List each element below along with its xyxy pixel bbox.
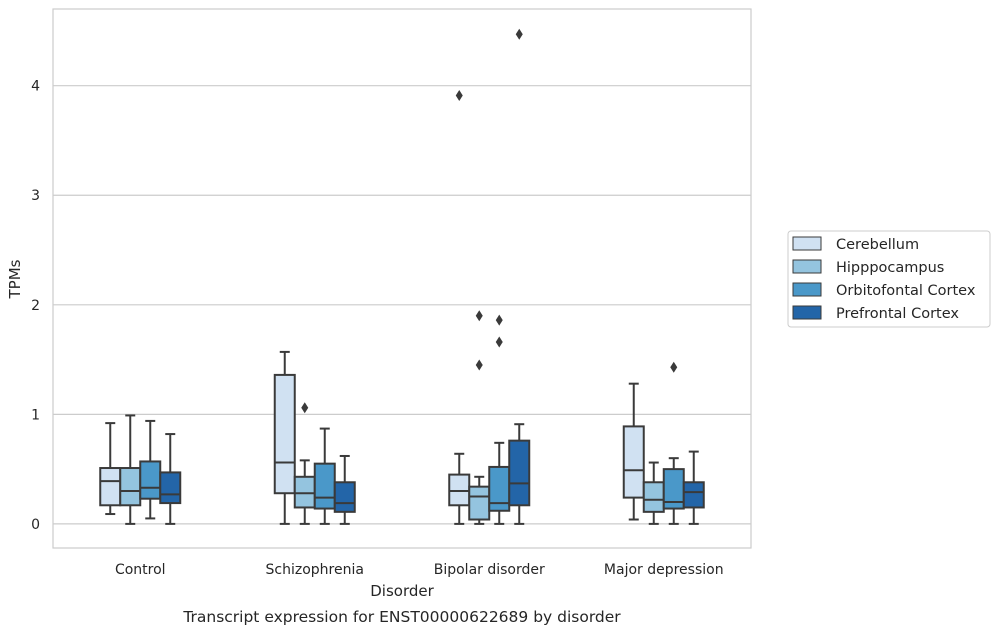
box-group <box>333 454 356 525</box>
y-tick-label: 2 <box>31 298 40 314</box>
box <box>293 475 316 509</box>
box <box>682 481 705 509</box>
outlier-point <box>475 310 483 322</box>
box-group <box>99 422 122 516</box>
outlier-point <box>301 402 309 414</box>
plot-frame <box>52 8 752 549</box>
outlier-point <box>495 336 503 348</box>
box-group <box>273 350 296 525</box>
legend-frame <box>787 230 991 328</box>
legend-swatch <box>792 282 822 297</box>
outlier-point <box>455 90 463 102</box>
box-group <box>508 28 531 525</box>
box-group <box>119 414 142 525</box>
y-tick-labels: 0 1 2 3 4 <box>31 79 40 533</box>
box-group <box>293 402 316 525</box>
legend-swatch <box>792 259 822 274</box>
y-tick-label: 4 <box>31 79 40 95</box>
legend-label: Cerebellum <box>836 237 919 253</box>
box <box>488 465 511 512</box>
outlier-point <box>670 361 678 373</box>
box-group <box>642 461 665 525</box>
legend-label: Orbitofontal Cortex <box>836 283 976 299</box>
x-tick-labels: Control Schizophrenia Bipolar disorder Majo… <box>115 562 724 578</box>
x-tick-label: Bipolar disorder <box>434 562 545 578</box>
x-axis-label: Disorder <box>370 582 434 600</box>
legend-swatch <box>792 236 822 251</box>
grid-lines <box>53 85 751 525</box>
legend: Cerebellum Hipppocampus Orbitofontal Corte… <box>787 230 991 328</box>
legend-label: Hipppocampus <box>836 260 944 276</box>
y-tick-label: 3 <box>31 188 40 204</box>
legend-swatch <box>792 305 822 320</box>
x-tick-label: Major depression <box>604 562 724 578</box>
box <box>159 471 182 505</box>
box <box>139 460 162 500</box>
box-group <box>448 90 471 525</box>
y-tick-label: 0 <box>31 517 40 533</box>
box-group <box>622 382 645 521</box>
box <box>273 373 296 495</box>
y-axis-label: TPMs <box>6 259 24 299</box>
box-group <box>468 310 491 525</box>
box-group <box>682 450 705 525</box>
outlier-point <box>515 28 523 40</box>
legend-items: Cerebellum Hipppocampus Orbitofontal Corte… <box>792 236 976 322</box>
box-group <box>159 433 182 525</box>
box <box>642 481 665 513</box>
box-group <box>488 314 511 525</box>
legend-label: Prefrontal Cortex <box>836 306 959 322</box>
box <box>468 485 491 521</box>
outlier-point <box>495 314 503 326</box>
x-tick-label: Schizophrenia <box>266 562 364 578</box>
x-tick-label: Control <box>115 562 166 578</box>
y-tick-label: 1 <box>31 407 40 423</box>
box-group <box>313 427 336 525</box>
box <box>508 439 531 507</box>
box <box>99 467 122 507</box>
box-plot-groups <box>99 28 705 525</box>
box <box>119 467 142 507</box>
box-group <box>662 361 685 525</box>
box-group <box>139 419 162 520</box>
box <box>448 473 471 507</box>
outlier-point <box>475 359 483 371</box>
box <box>622 425 645 499</box>
box <box>333 481 356 513</box>
box <box>313 462 336 510</box>
chart-caption: Transcript expression for ENST0000062268… <box>182 608 621 626</box>
